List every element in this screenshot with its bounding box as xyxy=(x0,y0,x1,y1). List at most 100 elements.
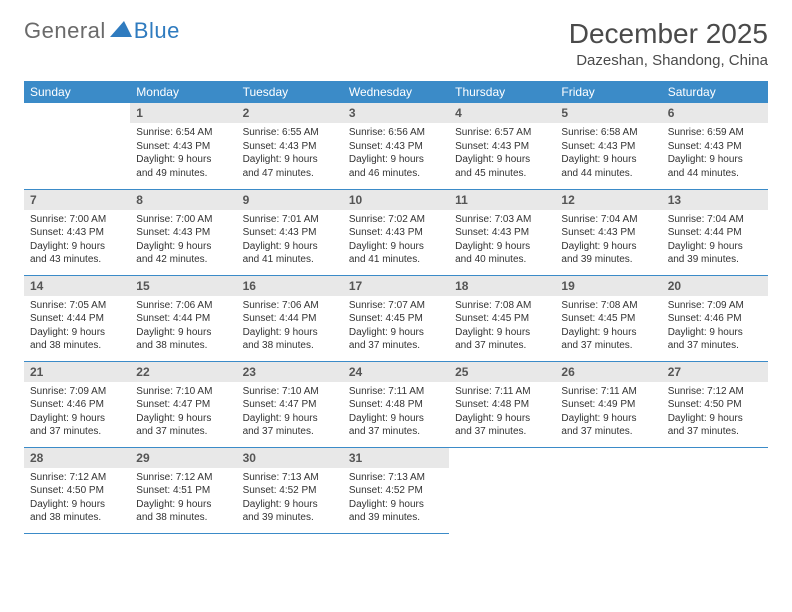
day-number: 4 xyxy=(449,103,555,123)
day-details: Sunrise: 7:06 AMSunset: 4:44 PMDaylight:… xyxy=(237,296,343,357)
day-details: Sunrise: 6:56 AMSunset: 4:43 PMDaylight:… xyxy=(343,123,449,184)
week-row: 21Sunrise: 7:09 AMSunset: 4:46 PMDayligh… xyxy=(24,361,768,447)
day-number: 13 xyxy=(662,190,768,210)
day-details: Sunrise: 6:57 AMSunset: 4:43 PMDaylight:… xyxy=(449,123,555,184)
logo-triangle-icon xyxy=(110,21,132,42)
location-text: Dazeshan, Shandong, China xyxy=(569,52,768,69)
day-cell: 7Sunrise: 7:00 AMSunset: 4:43 PMDaylight… xyxy=(24,189,130,275)
day-number: 1 xyxy=(130,103,236,123)
day-cell: 25Sunrise: 7:11 AMSunset: 4:48 PMDayligh… xyxy=(449,361,555,447)
title-block: December 2025 Dazeshan, Shandong, China xyxy=(569,18,768,69)
day-cell: 1Sunrise: 6:54 AMSunset: 4:43 PMDaylight… xyxy=(130,103,236,189)
day-cell: 4Sunrise: 6:57 AMSunset: 4:43 PMDaylight… xyxy=(449,103,555,189)
day-number: 19 xyxy=(555,276,661,296)
calendar-table: SundayMondayTuesdayWednesdayThursdayFrid… xyxy=(24,81,768,534)
day-details: Sunrise: 7:04 AMSunset: 4:44 PMDaylight:… xyxy=(662,210,768,271)
day-cell: 11Sunrise: 7:03 AMSunset: 4:43 PMDayligh… xyxy=(449,189,555,275)
header: General Blue December 2025 Dazeshan, Sha… xyxy=(24,18,768,69)
day-header-thursday: Thursday xyxy=(449,81,555,103)
day-cell: 28Sunrise: 7:12 AMSunset: 4:50 PMDayligh… xyxy=(24,447,130,533)
day-number: 29 xyxy=(130,448,236,468)
day-cell: 23Sunrise: 7:10 AMSunset: 4:47 PMDayligh… xyxy=(237,361,343,447)
day-number: 3 xyxy=(343,103,449,123)
day-cell xyxy=(449,447,555,533)
day-cell: 30Sunrise: 7:13 AMSunset: 4:52 PMDayligh… xyxy=(237,447,343,533)
day-number: 22 xyxy=(130,362,236,382)
day-details: Sunrise: 6:55 AMSunset: 4:43 PMDaylight:… xyxy=(237,123,343,184)
day-cell: 18Sunrise: 7:08 AMSunset: 4:45 PMDayligh… xyxy=(449,275,555,361)
day-details: Sunrise: 7:00 AMSunset: 4:43 PMDaylight:… xyxy=(24,210,130,271)
day-details: Sunrise: 7:04 AMSunset: 4:43 PMDaylight:… xyxy=(555,210,661,271)
day-header-sunday: Sunday xyxy=(24,81,130,103)
day-details: Sunrise: 7:03 AMSunset: 4:43 PMDaylight:… xyxy=(449,210,555,271)
day-number: 12 xyxy=(555,190,661,210)
day-details: Sunrise: 7:11 AMSunset: 4:48 PMDaylight:… xyxy=(343,382,449,443)
day-number: 26 xyxy=(555,362,661,382)
logo-text-blue: Blue xyxy=(134,18,180,44)
day-cell: 31Sunrise: 7:13 AMSunset: 4:52 PMDayligh… xyxy=(343,447,449,533)
day-number: 17 xyxy=(343,276,449,296)
day-details: Sunrise: 7:11 AMSunset: 4:48 PMDaylight:… xyxy=(449,382,555,443)
day-cell: 26Sunrise: 7:11 AMSunset: 4:49 PMDayligh… xyxy=(555,361,661,447)
day-number: 25 xyxy=(449,362,555,382)
day-cell xyxy=(24,103,130,189)
day-cell: 9Sunrise: 7:01 AMSunset: 4:43 PMDaylight… xyxy=(237,189,343,275)
day-number: 9 xyxy=(237,190,343,210)
day-cell: 12Sunrise: 7:04 AMSunset: 4:43 PMDayligh… xyxy=(555,189,661,275)
day-cell: 17Sunrise: 7:07 AMSunset: 4:45 PMDayligh… xyxy=(343,275,449,361)
day-details: Sunrise: 7:13 AMSunset: 4:52 PMDaylight:… xyxy=(343,468,449,529)
day-number: 18 xyxy=(449,276,555,296)
day-number: 11 xyxy=(449,190,555,210)
week-row: 7Sunrise: 7:00 AMSunset: 4:43 PMDaylight… xyxy=(24,189,768,275)
day-cell: 29Sunrise: 7:12 AMSunset: 4:51 PMDayligh… xyxy=(130,447,236,533)
day-number: 27 xyxy=(662,362,768,382)
day-cell: 6Sunrise: 6:59 AMSunset: 4:43 PMDaylight… xyxy=(662,103,768,189)
day-header-wednesday: Wednesday xyxy=(343,81,449,103)
day-number: 7 xyxy=(24,190,130,210)
day-number: 31 xyxy=(343,448,449,468)
day-details: Sunrise: 7:09 AMSunset: 4:46 PMDaylight:… xyxy=(662,296,768,357)
day-number: 28 xyxy=(24,448,130,468)
day-cell: 19Sunrise: 7:08 AMSunset: 4:45 PMDayligh… xyxy=(555,275,661,361)
day-details: Sunrise: 7:08 AMSunset: 4:45 PMDaylight:… xyxy=(555,296,661,357)
day-number: 14 xyxy=(24,276,130,296)
day-cell: 8Sunrise: 7:00 AMSunset: 4:43 PMDaylight… xyxy=(130,189,236,275)
day-cell: 24Sunrise: 7:11 AMSunset: 4:48 PMDayligh… xyxy=(343,361,449,447)
day-number: 2 xyxy=(237,103,343,123)
day-cell: 10Sunrise: 7:02 AMSunset: 4:43 PMDayligh… xyxy=(343,189,449,275)
day-header-tuesday: Tuesday xyxy=(237,81,343,103)
day-header-monday: Monday xyxy=(130,81,236,103)
day-number: 6 xyxy=(662,103,768,123)
day-details: Sunrise: 7:00 AMSunset: 4:43 PMDaylight:… xyxy=(130,210,236,271)
day-cell: 27Sunrise: 7:12 AMSunset: 4:50 PMDayligh… xyxy=(662,361,768,447)
day-cell: 5Sunrise: 6:58 AMSunset: 4:43 PMDaylight… xyxy=(555,103,661,189)
day-number: 5 xyxy=(555,103,661,123)
day-header-friday: Friday xyxy=(555,81,661,103)
day-details: Sunrise: 7:12 AMSunset: 4:51 PMDaylight:… xyxy=(130,468,236,529)
day-number: 23 xyxy=(237,362,343,382)
day-cell: 21Sunrise: 7:09 AMSunset: 4:46 PMDayligh… xyxy=(24,361,130,447)
day-details: Sunrise: 7:05 AMSunset: 4:44 PMDaylight:… xyxy=(24,296,130,357)
day-details: Sunrise: 6:59 AMSunset: 4:43 PMDaylight:… xyxy=(662,123,768,184)
day-cell: 15Sunrise: 7:06 AMSunset: 4:44 PMDayligh… xyxy=(130,275,236,361)
day-details: Sunrise: 7:02 AMSunset: 4:43 PMDaylight:… xyxy=(343,210,449,271)
day-details: Sunrise: 7:13 AMSunset: 4:52 PMDaylight:… xyxy=(237,468,343,529)
day-details: Sunrise: 7:12 AMSunset: 4:50 PMDaylight:… xyxy=(24,468,130,529)
day-number: 15 xyxy=(130,276,236,296)
day-details: Sunrise: 7:12 AMSunset: 4:50 PMDaylight:… xyxy=(662,382,768,443)
day-cell: 2Sunrise: 6:55 AMSunset: 4:43 PMDaylight… xyxy=(237,103,343,189)
day-details: Sunrise: 7:09 AMSunset: 4:46 PMDaylight:… xyxy=(24,382,130,443)
day-number: 20 xyxy=(662,276,768,296)
day-cell: 14Sunrise: 7:05 AMSunset: 4:44 PMDayligh… xyxy=(24,275,130,361)
day-details: Sunrise: 6:54 AMSunset: 4:43 PMDaylight:… xyxy=(130,123,236,184)
day-header-row: SundayMondayTuesdayWednesdayThursdayFrid… xyxy=(24,81,768,103)
day-cell: 13Sunrise: 7:04 AMSunset: 4:44 PMDayligh… xyxy=(662,189,768,275)
day-details: Sunrise: 7:10 AMSunset: 4:47 PMDaylight:… xyxy=(237,382,343,443)
logo-text-general: General xyxy=(24,18,106,44)
week-row: 14Sunrise: 7:05 AMSunset: 4:44 PMDayligh… xyxy=(24,275,768,361)
day-cell: 16Sunrise: 7:06 AMSunset: 4:44 PMDayligh… xyxy=(237,275,343,361)
day-cell: 20Sunrise: 7:09 AMSunset: 4:46 PMDayligh… xyxy=(662,275,768,361)
day-details: Sunrise: 7:10 AMSunset: 4:47 PMDaylight:… xyxy=(130,382,236,443)
day-cell: 3Sunrise: 6:56 AMSunset: 4:43 PMDaylight… xyxy=(343,103,449,189)
day-details: Sunrise: 7:08 AMSunset: 4:45 PMDaylight:… xyxy=(449,296,555,357)
